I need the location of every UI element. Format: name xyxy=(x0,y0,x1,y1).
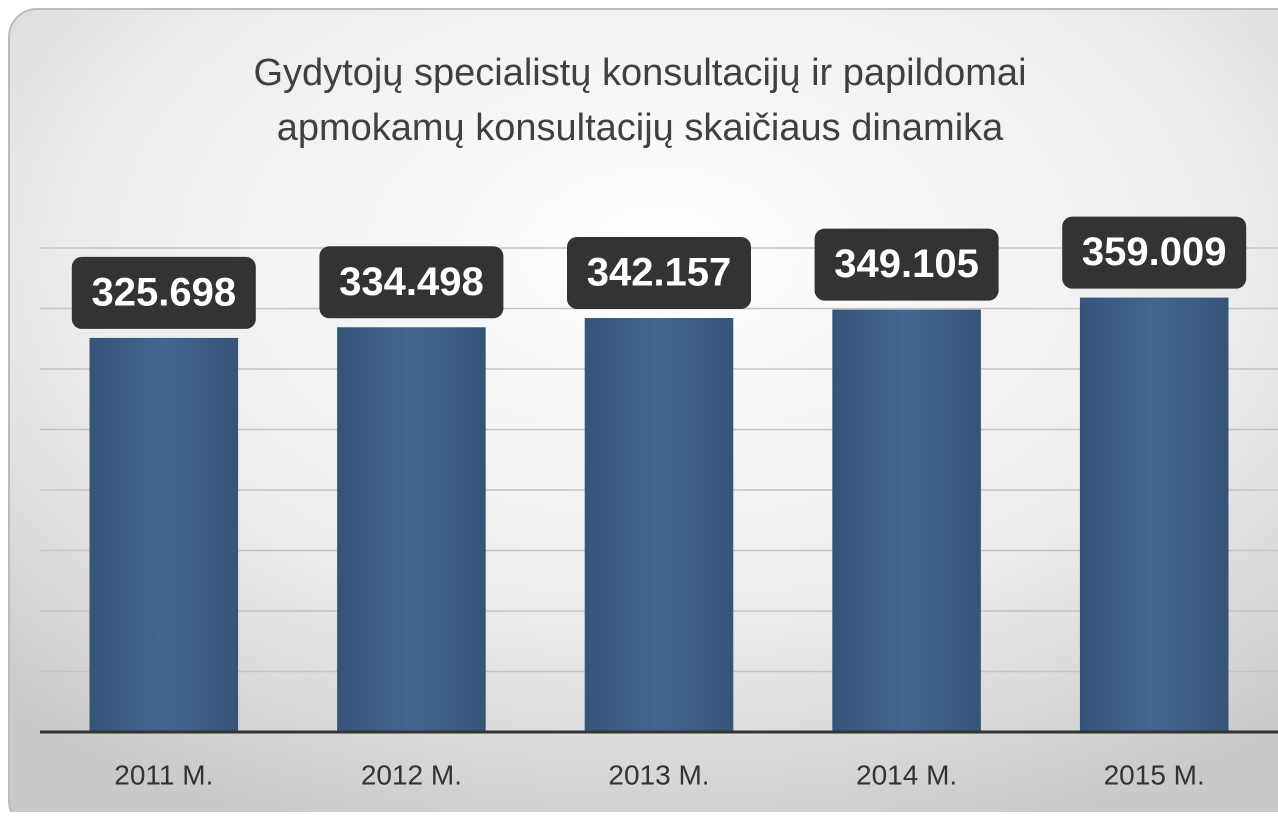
bar xyxy=(337,327,486,732)
x-tick-label: 2015 M. xyxy=(1104,759,1205,790)
x-tick-label: 2014 M. xyxy=(856,759,957,790)
x-tick-label: 2013 M. xyxy=(608,759,709,790)
data-label: 334.498 xyxy=(339,260,484,304)
bar xyxy=(832,309,981,732)
data-label: 349.105 xyxy=(834,242,979,286)
bar xyxy=(89,337,239,732)
data-label-box xyxy=(319,246,504,319)
data-label: 342.157 xyxy=(587,251,732,295)
data-label: 359.009 xyxy=(1082,230,1227,274)
bar xyxy=(1079,297,1229,732)
chart-title: apmokamų konsultacijų skaičiaus dinamika xyxy=(277,107,1004,149)
data-label-box xyxy=(1062,216,1247,289)
data-label-box xyxy=(71,256,256,329)
data-label-box xyxy=(567,236,751,309)
chart-title: Gydytojų specialistų konsultacijų ir pap… xyxy=(253,52,1026,94)
bar xyxy=(584,317,734,732)
x-tick-label: 2012 M. xyxy=(361,759,462,790)
title: Gydytojų specialistų konsultacijų ir pap… xyxy=(253,52,1026,149)
data-label-box xyxy=(814,228,999,301)
x-tick-label: 2011 M. xyxy=(114,759,213,790)
data-label: 325.698 xyxy=(92,270,237,314)
